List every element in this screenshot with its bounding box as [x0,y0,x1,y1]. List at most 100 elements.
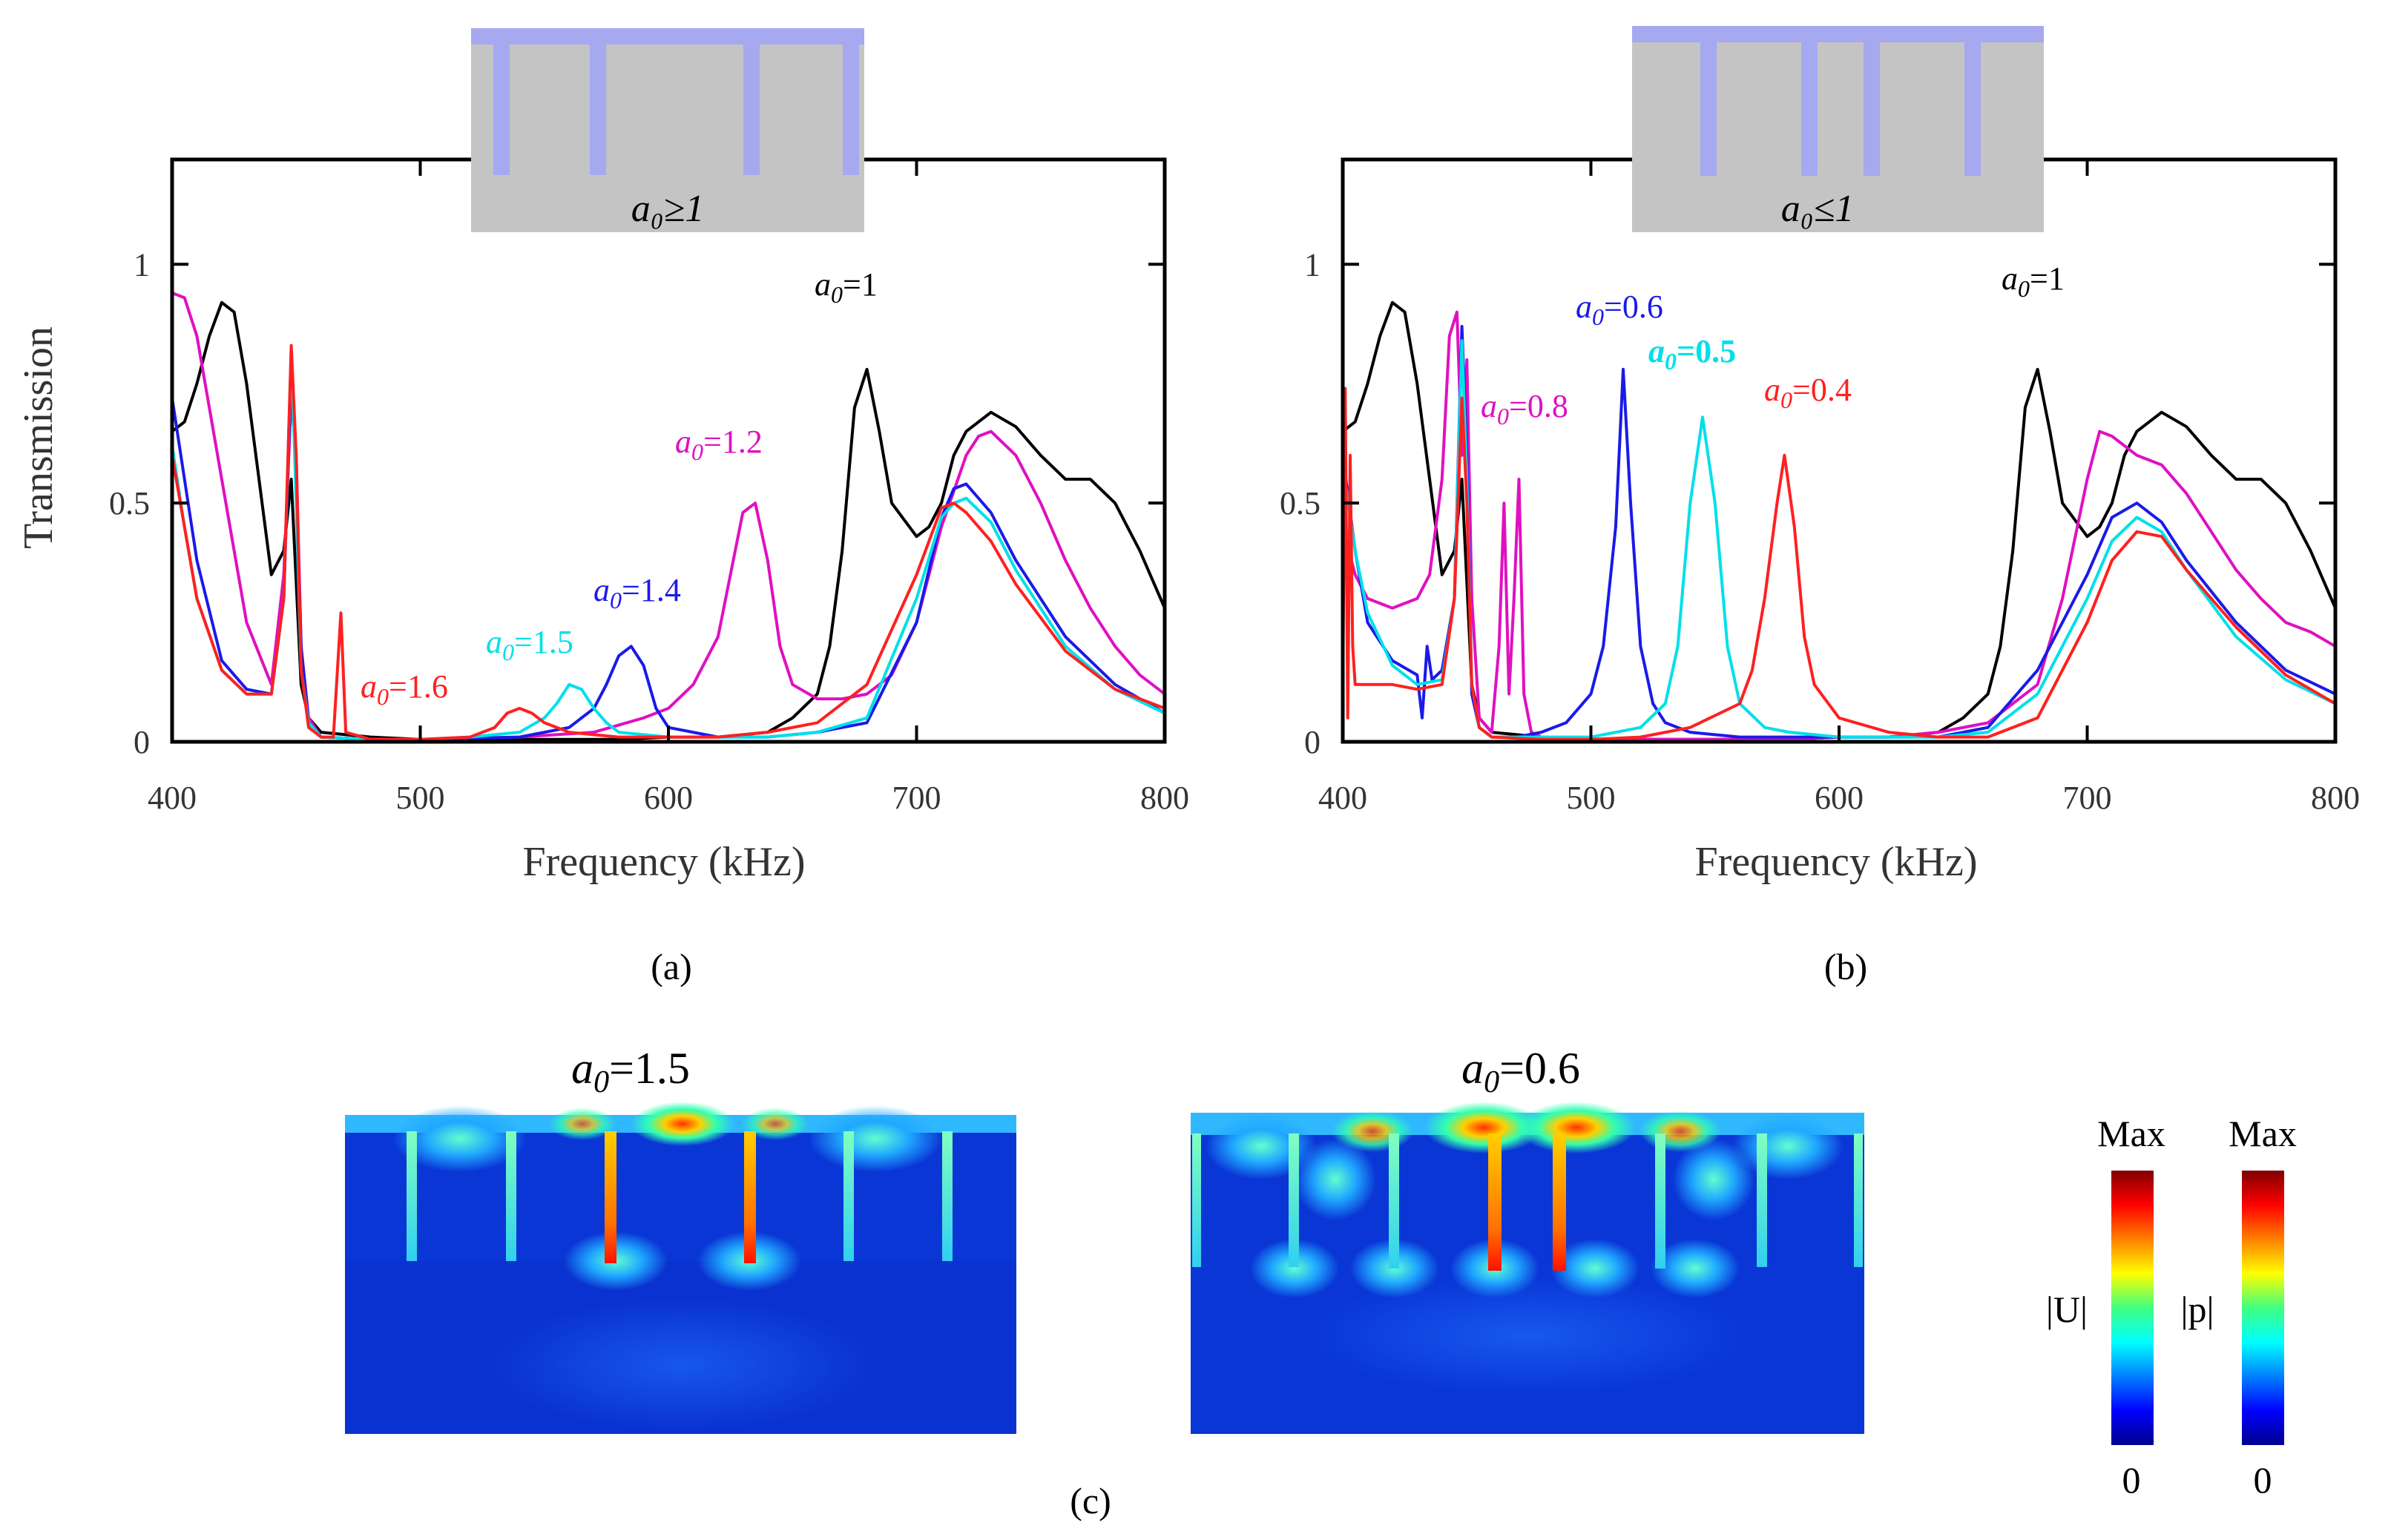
field-map-left-hotspot [549,1108,616,1140]
field-map-left-pillar [506,1131,516,1261]
inset-b-top-layer [1632,26,2044,42]
series-line-a-2 [171,367,1166,741]
anno-b-a0-0.6: a0=0.6 [1576,289,1663,330]
colorbar-u-label: |U| [2046,1289,2088,1330]
anno-val: 1.4 [640,572,681,608]
field-map-right-pillar [1655,1133,1665,1268]
anno-val: 0.8 [1527,388,1568,424]
field-map-right-glow [1673,1139,1754,1220]
inset-a-substrate [471,41,864,232]
anno-a-a0-1.6: a0=1.6 [361,668,448,710]
anno-var: a [815,266,831,303]
y-tick-label: 0.5 [109,485,150,521]
anno-val: = [1509,388,1527,424]
field-map-left-pillar [942,1131,953,1261]
colorbar-p-max: Max [2229,1113,2297,1154]
colorbar-p: Max 0 |p| [2180,1113,2296,1501]
anno-val: 0.6 [1622,289,1663,325]
anno-var: a [361,668,377,705]
series-line-b-4 [1341,386,2337,741]
anno-val: 1.6 [407,668,448,705]
x-tick-label: 400 [148,780,197,816]
plot-a-curves [171,291,1166,741]
anno-val: = [389,668,407,705]
plot-a-ylabel: Transmission [16,326,62,549]
anno-val: 1 [861,266,878,303]
field-map-right-pillar [1389,1133,1399,1268]
plot-b-curves [1341,300,2337,741]
anno-sub: 0 [831,281,843,308]
x-tick-label: 700 [892,780,941,816]
y-tick-label: 0 [1304,724,1321,760]
plot-b-ticks: 400 500 600 700 800 0 0.5 1 [1280,159,2360,816]
anno-val: 1.2 [722,424,763,460]
x-tick-label: 700 [2063,780,2112,816]
series-line-b-0 [1341,300,2337,741]
field-map-right-pillar [1553,1133,1566,1271]
anno-sub: 0 [691,438,703,465]
field-map-right-hotspot [1517,1102,1636,1154]
anno-var: a [1481,388,1497,424]
anno-val: 0.4 [1811,372,1852,408]
anno-b-a0-0.5: a0=0.5 [1648,333,1736,375]
panel-a-chart: 400 500 600 700 800 0 0.5 1 Frequency (kHz) Tra… [16,28,1189,987]
colorbar-u-bar [2111,1171,2154,1445]
field-map-right-pillar [1289,1133,1299,1267]
anno-val: = [1792,372,1811,408]
field-map-right-glow [1651,1239,1740,1298]
panel-c-field-maps: a0=1.5 a0=0.6 [345,1044,2297,1521]
y-tick-label: 0.5 [1280,485,1321,521]
inset-b-pillar [1864,41,1880,176]
plot-b-xlabel: Frequency (kHz) [1695,839,1978,885]
field-map-right-hotspot [1424,1102,1543,1154]
field-map-left-pillar [744,1131,756,1263]
inset-b-pillar [1700,41,1717,176]
anno-val: 1 [2048,260,2065,297]
field-map-left-pillar [605,1131,616,1263]
inset-a-pillar [590,43,606,175]
plot-b-frame [1341,157,2338,744]
panel-b-chart: 400 500 600 700 800 0 0.5 1 Frequency (kHz) a₀≤… [1280,26,2360,987]
field-map-right-pillar [1488,1133,1502,1271]
field-map-left-hotspot [742,1108,809,1140]
x-tick-label: 400 [1318,780,1367,816]
x-tick-label: 600 [1815,780,1864,816]
anno-a-a0-1.2: a0=1.2 [675,424,763,465]
anno-val: = [1604,289,1622,325]
field-title-sub: 0 [593,1065,609,1099]
anno-sub: 0 [502,639,514,665]
field-map-right-pillar [1192,1133,1201,1267]
anno-sub: 0 [377,683,389,710]
field-map-left [345,1102,1016,1434]
anno-val: = [843,266,861,303]
inset-a-schematic: a₀≥1 [471,28,864,232]
series-line-a-0 [171,300,1166,741]
inset-a-pillar [493,43,510,175]
inset-b-pillar [1801,41,1818,176]
plot-a-frame [170,157,1167,744]
anno-var: a [1648,333,1665,369]
plot-a-xlabel: Frequency (kHz) [523,839,806,885]
field-map-left-title: a0=1.5 [571,1044,690,1099]
anno-sub: 0 [1780,386,1792,413]
field-map-left-glow [809,1105,942,1172]
x-tick-label: 600 [644,780,693,816]
field-map-right-pillar [1757,1133,1767,1267]
colorbar-u: Max 0 |U| [2046,1113,2165,1501]
x-tick-label: 500 [396,780,445,816]
anno-val: 0.5 [1695,333,1736,369]
anno-var: a [1576,289,1592,325]
field-map-right [1191,1102,1864,1434]
x-tick-label: 800 [1140,780,1189,816]
field-title-val: =0.6 [1499,1044,1580,1093]
anno-var: a [1764,372,1780,408]
inset-b-label: a₀≤1 [1781,188,1855,230]
colorbar-u-max: Max [2097,1113,2165,1154]
anno-var: a [593,572,610,608]
anno-val: = [703,424,722,460]
anno-val: = [622,572,640,608]
anno-val: 1.5 [533,624,573,660]
series-line-a-1 [171,291,1166,741]
x-tick-label: 800 [2311,780,2360,816]
